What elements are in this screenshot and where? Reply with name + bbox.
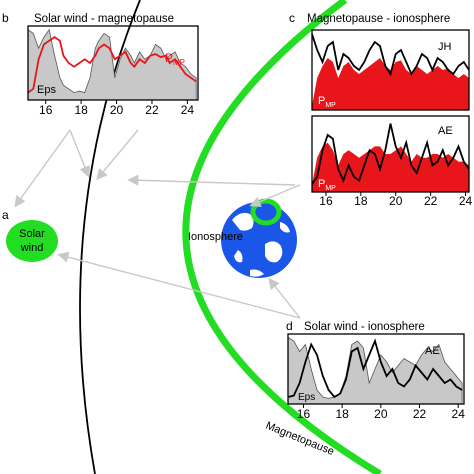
arrow-b-to-magnetopause [96, 129, 139, 181]
x-tick-label: 22 [413, 407, 427, 421]
solar-wind-circle [6, 220, 58, 262]
panel-c-top-label: JH [438, 41, 452, 53]
panel-b-series-label: PMP [165, 51, 185, 67]
x-tick-label: 16 [319, 194, 333, 208]
panel-d-letter: d [286, 319, 293, 333]
earth-globe [221, 198, 297, 278]
panel-d-line-label: AE [425, 345, 440, 357]
series-p-mp-area [312, 58, 469, 110]
x-tick-label: 18 [354, 194, 368, 208]
x-tick-label: 24 [459, 194, 473, 208]
arrow-b-to-solarwind [14, 129, 71, 208]
panel-c-bottom-label: AE [438, 125, 453, 137]
auroral-oval [250, 198, 282, 226]
arrow-c-to-magnetopause [127, 174, 296, 186]
x-tick-label: 16 [39, 103, 53, 117]
panel-b-fill-label: Eps [37, 84, 56, 96]
x-tick-label: 22 [145, 103, 159, 117]
panel-c-top-frame [311, 29, 470, 111]
solar-wind-label-line2: wind [20, 242, 44, 254]
chart-panel-c-top [311, 33, 470, 110]
x-tick-label: 18 [335, 407, 349, 421]
arrow-b-to-shock [69, 129, 91, 178]
series-p-mp-line [27, 36, 197, 94]
panel-c-bottom-series-label: PMP [318, 178, 336, 192]
panel-d-title: Solar wind - ionosphere [304, 321, 425, 333]
panel-d-ticks: 16 18 20 22 24 [297, 404, 465, 421]
panel-b-letter: b [2, 11, 9, 25]
x-tick-label: 22 [424, 194, 438, 208]
panel-c-bottom-frame [311, 115, 470, 193]
panel-c-top-series-label: PMP [318, 95, 336, 109]
series-ae-line [287, 338, 463, 399]
chart-panel-d [287, 336, 463, 405]
solar-wind-label-line1: Solar [19, 228, 45, 240]
arrow-c-to-earth [249, 184, 301, 207]
panel-c-title: Magnetopause - ionosphere [307, 13, 450, 25]
panel-b-title: Solar wind - magnetopause [34, 13, 174, 25]
x-tick-label: 20 [389, 194, 403, 208]
magnetopause-curve [182, 0, 382, 474]
series-eps-area [287, 336, 463, 405]
series-eps-area [27, 28, 197, 101]
panel-b-ticks: 16 18 20 22 24 [39, 100, 194, 117]
x-tick-label: 16 [297, 407, 311, 421]
panel-a-letter: a [2, 208, 9, 222]
arrows [14, 129, 301, 319]
panel-b-frame [27, 25, 199, 101]
chart-panel-c-bottom [311, 123, 470, 192]
x-tick-label: 24 [181, 103, 195, 117]
bow-shock-curve [79, 0, 141, 474]
x-tick-label: 20 [374, 407, 388, 421]
arrow-d-to-solarwind [57, 251, 301, 319]
x-tick-label: 24 [452, 407, 466, 421]
series-jh-line [311, 33, 470, 77]
series-ae-line [311, 123, 470, 185]
panel-d-frame [287, 333, 465, 405]
x-tick-label: 20 [110, 103, 124, 117]
x-tick-label: 18 [74, 103, 88, 117]
series-p-mp-area [312, 142, 469, 192]
panel-d-fill-label: Eps [298, 392, 315, 403]
arrow-d-to-earth [268, 277, 301, 319]
chart-panel-b [27, 28, 197, 101]
panel-c-ticks: 16 18 20 22 24 [319, 192, 473, 208]
panel-c-letter: c [289, 11, 295, 25]
ionosphere-label: Ionosphere [188, 231, 243, 243]
